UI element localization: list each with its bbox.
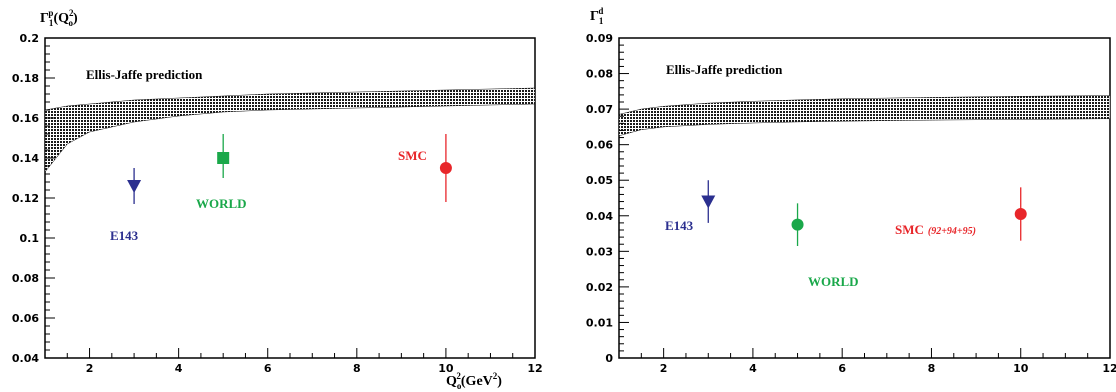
point-e143 (127, 168, 142, 204)
data-points (127, 134, 452, 204)
proton-chart: 2 4 6 8 10 12 0.04 0.06 0.08 0.1 0.12 0.14 0.16 0.18 0… (12, 8, 543, 391)
y-tick-label: 0.03 (586, 245, 613, 258)
y-axis-title: Γ1d (590, 6, 604, 26)
y-axis-title: Γ1p(Q2 o) (40, 8, 78, 28)
point-smc (439, 134, 452, 202)
x-tick-label: 12 (527, 362, 542, 375)
y-tick-label: 0.01 (586, 316, 613, 329)
y-tick-label: 0.04 (12, 352, 39, 365)
x-tick-label: 10 (438, 362, 454, 375)
marker-circle (1014, 208, 1027, 220)
plot-frame (44, 37, 536, 359)
y-tick-label: 0.02 (586, 281, 613, 294)
point-label-e143: E143 (110, 228, 139, 243)
marker-square (217, 152, 230, 164)
point-world (791, 203, 804, 246)
point-label-smc: SMC (92+94+95) (895, 222, 976, 237)
y-tick-label: 0.04 (586, 210, 613, 223)
ellis-jaffe-band (618, 95, 1111, 137)
marker-circle (439, 162, 452, 174)
data-points (701, 180, 1027, 246)
x-tick-label: 12 (1102, 362, 1116, 375)
band-area (618, 95, 1111, 137)
y-tick-label: 0.08 (12, 272, 39, 285)
axis-ticks: 2 4 6 8 10 12 0.04 0.06 0.08 0.1 0.12 0.14 0.16 0.18 0… (12, 32, 543, 375)
x-tick-label: 2 (86, 362, 94, 375)
x-tick-label: 8 (928, 362, 936, 375)
y-tick-label: 0.05 (586, 174, 613, 187)
x-tick-label: 4 (749, 362, 757, 375)
axis-ticks: 2 4 6 8 10 12 0 0.01 0.02 0.03 0.04 0.05 0.06 0.07 0.0… (586, 32, 1116, 375)
point-world (217, 134, 230, 178)
band-area (44, 87, 536, 173)
point-e143 (701, 180, 716, 223)
y-tick-label: 0.06 (12, 312, 39, 325)
y-tick-label: 0.2 (20, 32, 40, 45)
x-tick-label: 2 (660, 362, 668, 375)
ellis-jaffe-band (44, 87, 536, 173)
point-label-world: WORLD (808, 274, 859, 289)
x-tick-label: 8 (353, 362, 361, 375)
marker-circle (791, 218, 804, 231)
deuteron-chart: 2 4 6 8 10 12 0 0.01 0.02 0.03 0.04 0.05 0.06 0.07 0.0… (586, 6, 1116, 375)
point-label-world: WORLD (196, 196, 247, 211)
point-label-e143: E143 (665, 218, 694, 233)
y-tick-label: 0.07 (586, 103, 613, 116)
x-tick-label: 6 (838, 362, 846, 375)
y-tick-label: 0.1 (20, 232, 40, 245)
marker-triangle (701, 195, 716, 209)
y-tick-label: 0.12 (12, 192, 39, 205)
y-tick-label: 0 (605, 352, 613, 365)
band-label: Ellis-Jaffe prediction (666, 62, 783, 77)
y-tick-label: 0.06 (586, 139, 613, 152)
x-tick-label: 10 (1013, 362, 1029, 375)
point-smc (1014, 187, 1027, 241)
band-label: Ellis-Jaffe prediction (86, 67, 203, 82)
point-label-smc: SMC (398, 148, 427, 163)
y-tick-label: 0.14 (12, 152, 39, 165)
y-tick-label: 0.09 (586, 32, 613, 45)
x-axis-title: Qo2(GeV2) (446, 371, 502, 391)
marker-triangle (127, 180, 142, 193)
y-tick-label: 0.08 (586, 68, 613, 81)
y-tick-label: 0.16 (12, 112, 39, 125)
y-tick-label: 0.18 (12, 72, 39, 85)
x-tick-label: 4 (175, 362, 183, 375)
plot-frame (618, 37, 1111, 359)
x-tick-label: 6 (264, 362, 272, 375)
